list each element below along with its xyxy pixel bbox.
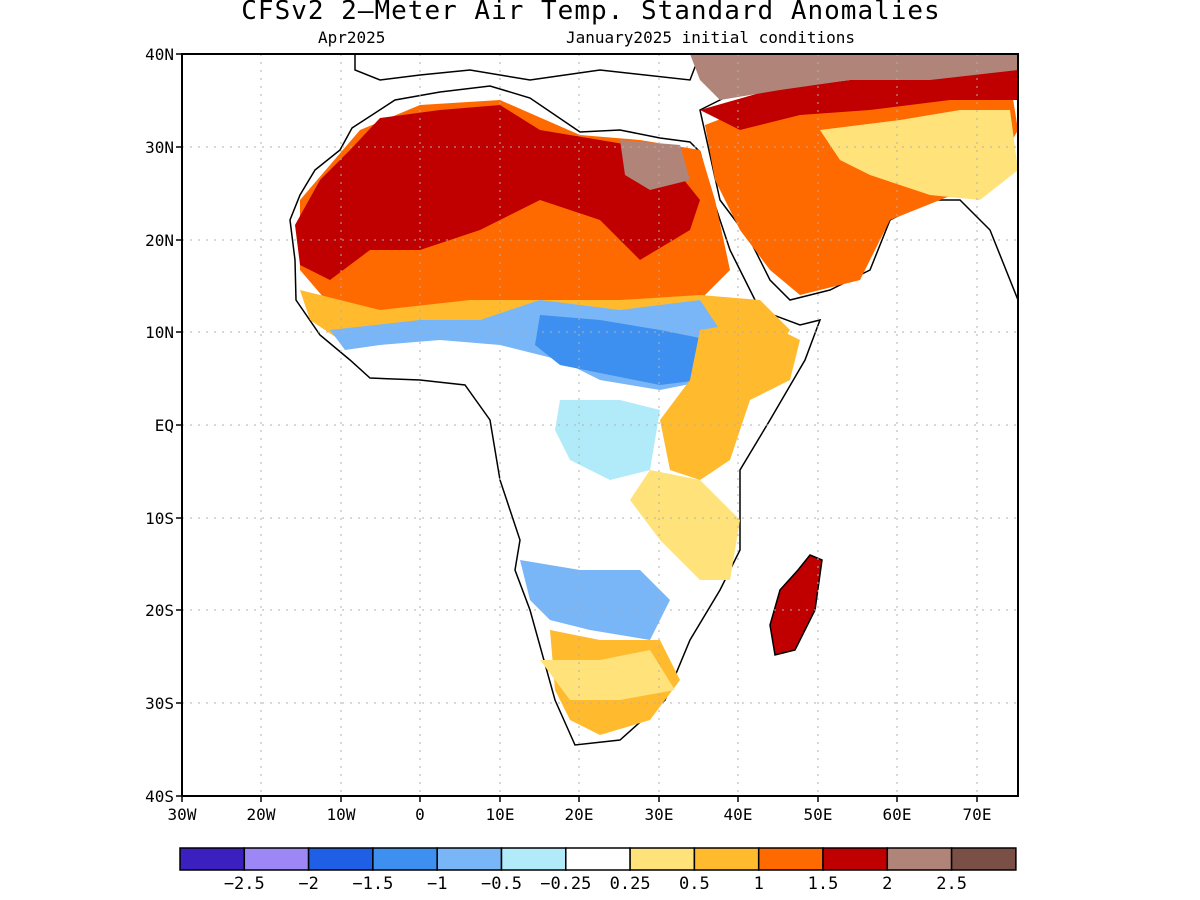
colorbar-swatch: [372, 847, 438, 871]
anomaly-east-africa-yellow: [660, 320, 800, 480]
anomaly-madagascar-red: [769, 554, 823, 656]
colorbar-label: −0.25: [540, 874, 591, 894]
lon-label: 20E: [565, 805, 594, 824]
colorbar-label: 2: [882, 874, 892, 894]
colorbar-swatch: [307, 847, 374, 871]
colorbar-label: 2.5: [936, 874, 967, 894]
colorbar-label: 1: [754, 874, 764, 894]
colorbar-swatch: [629, 847, 696, 871]
colorbar-swatch: [500, 847, 567, 871]
lat-label: 20S: [145, 601, 174, 620]
initial-conditions-label: January2025 initial conditions: [566, 28, 855, 47]
europe-landmass: [354, 54, 701, 81]
anomaly-congo-cyan: [555, 400, 660, 480]
anomaly-north-africa-red: [295, 105, 700, 280]
colorbar-swatch: [822, 847, 889, 871]
colorbar-swatch: [243, 847, 310, 871]
latitude-labels: 40N 30N 20N 10N EQ 10S 20S 30S 40S: [145, 45, 174, 806]
longitude-labels: 30W 20W 10W 0 10E 20E 30E 40E 50E 60E 70…: [168, 805, 992, 824]
lon-label: 0: [415, 805, 425, 824]
lat-label: 40N: [145, 45, 174, 64]
graticule: [182, 54, 1018, 796]
anomaly-north-africa-brown: [620, 140, 690, 190]
anomaly-mideast-brown: [690, 54, 1018, 100]
colorbar-label: −1: [427, 874, 447, 894]
anomaly-southern-africa-blue: [520, 560, 670, 640]
colorbar-swatch: [693, 847, 760, 871]
lat-label: EQ: [155, 416, 174, 435]
colorbar-swatch: [436, 847, 503, 871]
anomaly-east-africa-light: [630, 470, 740, 580]
lon-label: 40E: [724, 805, 753, 824]
colorbar: −2.5 −2 −1.5 −1 −0.5 −0.25 0.25 0.5 1 1.5 2 2.5: [179, 847, 1017, 894]
colorbar-swatch: [565, 847, 631, 871]
lat-label: 10N: [145, 323, 174, 342]
lon-label: 30W: [168, 805, 197, 824]
lon-label: 10W: [327, 805, 356, 824]
lon-label: 70E: [963, 805, 992, 824]
colorbar-label: 0.5: [679, 874, 710, 894]
colorbar-swatch: [179, 847, 246, 871]
lon-label: 10E: [486, 805, 515, 824]
lat-label: 20N: [145, 231, 174, 250]
forecast-month: Apr2025: [318, 28, 386, 47]
lon-label: 60E: [883, 805, 912, 824]
lon-label: 20W: [247, 805, 276, 824]
colorbar-label: −1.5: [352, 874, 393, 894]
anomaly-south-africa-light: [540, 650, 675, 700]
colorbar-label: −0.5: [481, 874, 522, 894]
colorbar-swatch: [950, 847, 1017, 871]
lon-label: 50E: [804, 805, 833, 824]
colorbar-label: 1.5: [808, 874, 839, 894]
map-field: [182, 54, 1018, 796]
map-title: CFSv2 2–Meter Air Temp. Standard Anomali…: [241, 0, 941, 26]
lon-label: 30E: [645, 805, 674, 824]
colorbar-label: −2.5: [224, 874, 265, 894]
colorbar-label: −2: [298, 874, 318, 894]
lat-label: 10S: [145, 509, 174, 528]
colorbar-swatch: [757, 847, 824, 871]
anomaly-arabia-yellow: [820, 110, 1018, 200]
colorbar-swatch: [886, 847, 953, 871]
tick-marks: [176, 53, 978, 802]
colorbar-label: 0.25: [610, 874, 651, 894]
lat-label: 30S: [145, 694, 174, 713]
lat-label: 30N: [145, 138, 174, 157]
lat-label: 40S: [145, 787, 174, 806]
